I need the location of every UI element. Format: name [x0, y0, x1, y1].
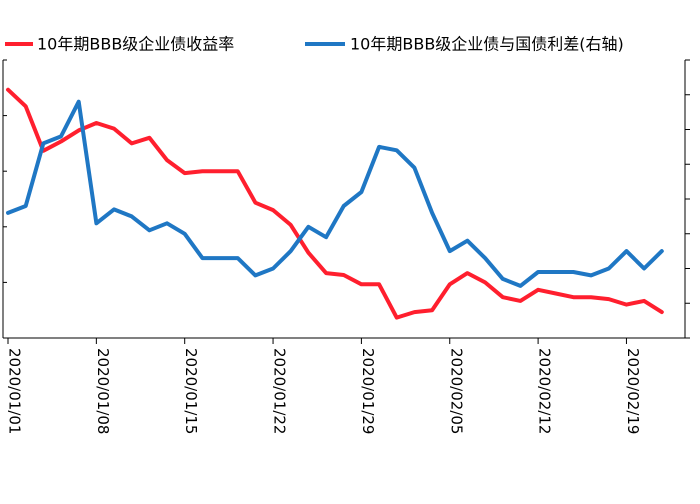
legend-label: 10年期BBB级企业债收益率: [37, 35, 234, 54]
series-line-spread: [6, 99, 664, 288]
x-tick-label: 2020/02/19: [624, 348, 642, 434]
x-tick-label: 2020/02/05: [447, 348, 465, 434]
x-tick-label: 2020/01/08: [94, 348, 112, 434]
x-tick-label: 2020/01/29: [359, 348, 377, 434]
series-lines: [6, 87, 664, 320]
axes: 2020/01/01 2020/01/08 2020/01/15 2020/01/22…: [2, 59, 690, 434]
series-line-yield: [6, 87, 664, 320]
x-tick-label: 2020/01/15: [182, 348, 200, 434]
x-tick-label: 2020/01/01: [6, 348, 24, 434]
legend-label: 10年期BBB级企业债与国债利差(右轴): [350, 35, 624, 54]
x-tick-label: 2020/02/12: [536, 348, 554, 434]
x-tick-label: 2020/01/22: [271, 348, 289, 434]
legend: 10年期BBB级企业债收益率 10年期BBB级企业债与国债利差(右轴): [5, 35, 624, 54]
